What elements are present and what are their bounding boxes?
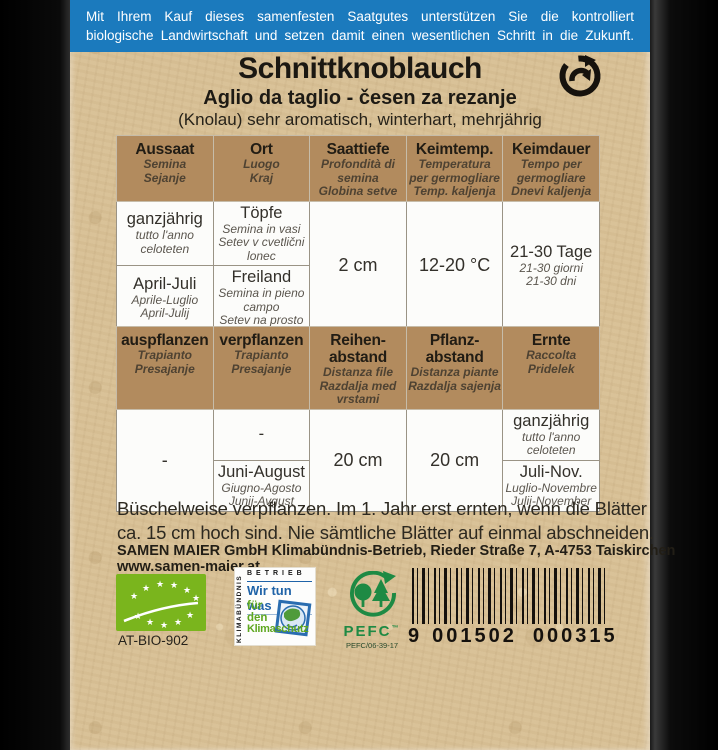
sowing-info-table: Aussaat Semina Sejanje Ort Luogo Kraj Sa… [116,135,600,331]
th-saattiefe: Saattiefe Profondità di semina Globina s… [309,135,407,202]
svg-text:★: ★ [146,617,154,627]
svg-text:★: ★ [192,593,200,603]
cell-verpflanzen-juniaugust: Juni-August Giugno-Agosto Junij-Avgust [212,459,311,512]
green-dot-recycling-icon [558,54,602,98]
planting-info-table: auspflanzen Trapianto Presajanje verpfla… [116,326,600,512]
pefc-name: PEFC™ [343,623,401,640]
cell-keimtemp: 12-20 °C [405,200,504,331]
care-instructions-line-1: Büschelweise verpflanzen. Im 1. Jahr ers… [117,498,647,519]
th-ort: Ort Luogo Kraj [212,135,311,202]
cell-aussaat-apriljuli: April-Juli Aprile-Luglio April-Julij [116,265,214,331]
cell-reihenabstand: 20 cm [309,408,407,512]
svg-text:★: ★ [142,583,150,593]
banner-text-line-1: Mit Ihrem Kauf dieses samenfesten Saatgu… [86,9,634,24]
cell-aussaat-ganzjaehrig: ganzjährig tutto l'anno celoteten [116,200,214,266]
product-tagline: (Knolau) sehr aromatisch, winterhart, me… [178,110,542,129]
klima-betrieb-label: BETRIEB [247,570,306,577]
climate-globe-icon [273,597,313,644]
pefc-logo: PEFC™ PEFC/06-39-17 [337,570,407,650]
svg-text:★: ★ [134,611,142,621]
product-title: Schnittknoblauch [238,52,482,85]
cell-keimdauer: 21-30 Tage 21-30 giorni 21-30 dni [502,200,600,331]
th-keimtemp: Keimtemp. Temperatura per germogliare Te… [405,135,504,202]
cell-ernte-julinov: Juli-Nov. Luglio-Novembre Julij-November [502,459,600,512]
th-ernte: Ernte Raccolta Pridelek [502,326,600,410]
svg-text:★: ★ [130,591,138,601]
cell-verpflanzen-none: - [212,408,311,461]
klima-side-label: KLIMABÜNDNIS [236,574,243,643]
manufacturer-address: SAMEN MAIER GmbH Klimabündnis-Betrieb, R… [117,543,676,559]
svg-text:★: ★ [186,610,194,620]
care-instructions: Büschelweise verpflanzen. Im 1. Jahr ers… [117,497,654,544]
product-subtitle: Aglio da taglio - česen za rezanje [203,87,517,109]
th-aussaat: Aussaat Semina Sejanje [116,135,214,202]
svg-text:★: ★ [160,620,168,630]
th-verpflanzen: verpflanzen Trapianto Presajanje [212,326,311,410]
seed-packet-back: Mit Ihrem Kauf dieses samenfesten Saatgu… [70,0,676,750]
klima-slogan: Wir tun was [247,581,312,615]
th-pflanzabstand: Pflanz-abstand Distanza piante Razdalja … [405,326,504,410]
cell-ort-toepfe: Töpfe Semina in vasi Setev v cvetlični l… [212,200,311,266]
svg-text:★: ★ [170,580,178,590]
banner-text-line-2: biologische Landwirtschaft und setzen da… [86,28,634,43]
svg-text:★: ★ [156,579,164,589]
care-instructions-line-2: ca. 15 cm hoch sind. Nie sämtliche Blätt… [117,521,654,543]
top-banner: Mit Ihrem Kauf dieses samenfesten Saatgu… [70,0,650,52]
klimabuendnis-logo: BETRIEB KLIMABÜNDNIS Wir tun was für den… [235,568,315,645]
pefc-certification-code: PEFC/06-39-17 [345,641,399,650]
cell-auspflanzen: - [116,408,214,512]
cell-pflanzabstand: 20 cm [405,408,504,512]
pefc-trees-icon [350,570,397,617]
ean-barcode: 9 001502 000315 [408,568,618,648]
barcode-digits: 9 001502 000315 [408,625,618,647]
th-reihenabstand: Reihen-abstand Distanza file Razdalja me… [309,326,407,410]
klima-text-block: für den Klimaschutz [247,600,309,635]
organic-certification-code: AT-BIO-902 [118,633,189,648]
website-url: www.samen-maier.at [117,559,260,575]
th-auspflanzen: auspflanzen Trapianto Presajanje [116,326,214,410]
barcode-bars-icon [412,568,610,624]
svg-text:★: ★ [174,617,182,627]
svg-text:★: ★ [183,585,191,595]
cell-ort-freiland: Freiland Semina in pieno campo Setev na … [212,265,311,331]
th-keimdauer: Keimdauer Tempo per germogliare Dnevi ka… [502,135,600,202]
eu-organic-logo-icon: ★ ★ ★ ★ ★ ★ ★ ★ ★ ★ ★ [116,574,206,631]
cell-ernte-ganzjaehrig: ganzjährig tutto l'anno celoteten [502,408,600,461]
cell-saattiefe: 2 cm [309,200,407,331]
